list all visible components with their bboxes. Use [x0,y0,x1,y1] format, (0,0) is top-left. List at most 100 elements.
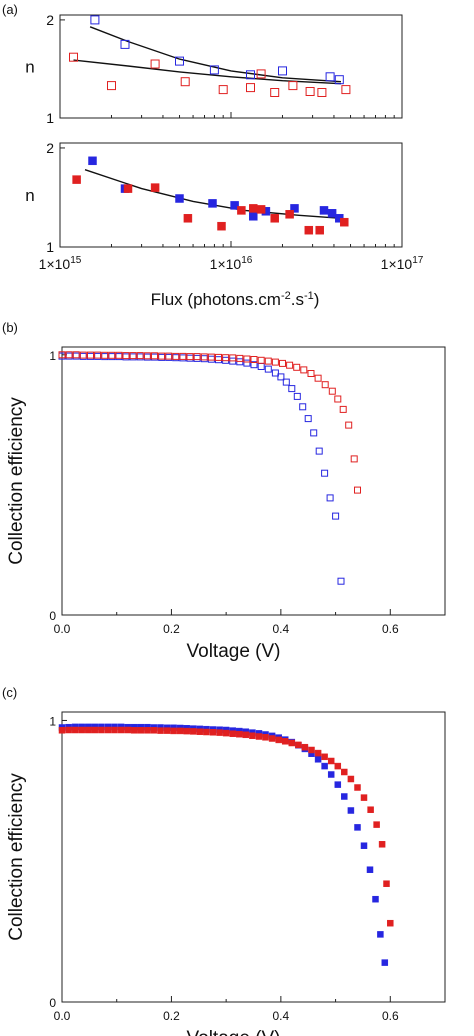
data-point [249,212,258,221]
data-point [175,194,184,203]
data-point [332,512,340,520]
data-point [150,183,160,192]
data-point [354,784,361,791]
data-point [257,356,265,364]
data-point [372,895,379,903]
x-tick-label: 0.6 [382,1009,399,1023]
data-point [317,88,327,97]
plot-frame [61,346,446,616]
data-point [190,728,197,735]
data-point [268,735,276,742]
data-point [321,762,328,770]
x-tick-label: 0.2 [163,1009,180,1023]
data-point [315,225,324,235]
x-tick-label: 1×1016 [210,255,253,272]
x-tick-label: 0.2 [163,622,180,636]
data-point [334,781,342,788]
data-point [237,206,246,215]
data-point [179,352,187,360]
data-point [122,352,130,360]
data-point [158,352,166,360]
data-point [383,880,390,887]
data-point [288,739,296,747]
data-point [216,729,223,736]
data-point [319,206,329,215]
data-point [209,65,219,75]
chart-a-top: 1 2 n [25,12,403,126]
plot-frame [59,142,403,248]
data-point [347,807,355,814]
data-point [377,931,384,938]
x-tick-label: 1×1017 [381,255,424,272]
data-point [288,81,298,91]
data-point [277,373,285,381]
data-point [183,727,190,735]
data-point [229,354,237,362]
data-point [186,354,194,362]
data-point [360,842,368,849]
data-point [186,353,194,361]
data-point [215,356,222,364]
data-point [307,370,315,377]
data-point [98,726,105,734]
data-point [236,730,243,738]
data-point [314,756,322,763]
data-point [72,351,80,359]
fit-line [73,59,342,85]
data-point [321,753,328,761]
data-point [65,726,72,734]
data-point [366,866,374,873]
y-tick-label: 1 [49,714,56,728]
data-point [301,743,309,751]
x-axis-title: Voltage (V) [187,1028,281,1036]
data-point [193,354,201,362]
data-point [378,841,386,848]
panel-label-a: (a) [2,2,18,17]
data-point [243,355,251,363]
data-point [281,738,289,745]
data-point [196,728,204,735]
data-point [271,358,279,366]
data-point [249,732,256,739]
data-point [137,727,145,734]
data-point [151,352,158,360]
data-point [314,749,322,757]
x-axis-title: Flux (photons.cm-2.s-1) [151,290,320,309]
data-point [326,494,334,502]
x-tick-label: 0.6 [382,622,399,636]
data-point [217,221,226,231]
data-point [250,356,258,363]
data-point [354,486,361,494]
data-point [215,353,222,361]
data-point [350,455,358,463]
data-point [286,361,294,369]
data-point [163,727,171,734]
data-point [78,726,85,734]
data-point [308,746,315,754]
data-point [373,821,380,828]
data-point [341,768,348,776]
plot-frame [59,14,403,119]
data-point [354,824,361,831]
data-point [242,731,250,739]
data-point [222,354,230,362]
panel-label-c: (c) [2,685,17,700]
y-tick-label: 1 [46,239,54,255]
y-axis-title: Collection efficiency [6,773,27,941]
data-point [208,199,217,208]
data-point [334,395,342,403]
data-point [304,415,312,423]
data-point [115,351,123,359]
data-point [264,357,272,365]
data-point [58,351,66,359]
data-point [183,214,193,223]
data-point [101,351,109,359]
data-point [314,374,322,382]
panel-label-b: (b) [2,320,18,335]
y-axis-title: n [25,58,34,77]
data-point [299,403,307,411]
chart-b: 0 1 0.0 0.2 0.4 0.6 Collection efficiency Volta… [6,346,446,662]
x-tick-label: 0.0 [54,1009,71,1023]
data-point [310,429,318,437]
